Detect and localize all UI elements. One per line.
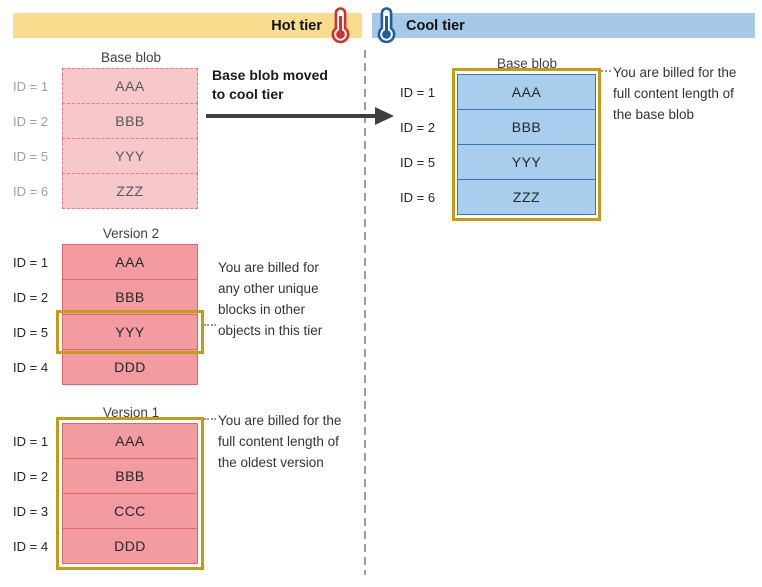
table-title: Base blob [496,56,558,71]
version1-table: Version 1 ID = 1 ID = 2 ID = 3 ID = 4 AA… [13,405,213,570]
tier-divider-line [364,50,366,575]
block-id: ID = 5 [400,155,436,170]
cool-base-blob-table: Base blob ID = 1 ID = 2 ID = 5 ID = 6 AA… [400,56,601,221]
block-cell: AAA [62,68,198,104]
block-cell: YYY [62,138,198,174]
block-cell: BBB [62,279,198,315]
cool-tier-label: Cool tier [406,17,465,34]
cool-base-blob-note: You are billed for the full content leng… [613,65,737,122]
note-connector [204,418,216,420]
block-cell: AAA [62,423,198,459]
note-connector [204,324,216,326]
note-connector [601,70,611,72]
block-id: ID = 6 [13,184,49,199]
block-id: ID = 2 [13,114,49,129]
table-title: Version 2 [102,226,160,241]
block-id-column: ID = 1 ID = 2 ID = 5 ID = 6 [400,74,457,215]
block-id: ID = 2 [13,469,49,484]
thermometer-cool-icon [376,7,397,48]
billed-version-highlight [56,417,204,570]
block-cell: ZZZ [457,179,596,215]
billed-block-highlight [56,310,204,354]
block-cell: BBB [62,103,198,139]
hot-tier-header: Hot tier [13,7,362,44]
block-id: ID = 1 [400,84,436,100]
block-id: ID = 5 [13,325,49,340]
move-arrow [206,114,378,118]
block-id-column: ID = 1 ID = 2 ID = 5 ID = 4 [13,244,62,385]
billed-base-blob-highlight [452,68,601,221]
version2-table: Version 2 ID = 1 ID = 2 ID = 5 ID = 4 AA… [13,226,213,385]
move-arrow-head [375,107,394,125]
version1-note: You are billed for the full content leng… [218,413,342,470]
block-id: ID = 5 [13,149,49,164]
block-id: ID = 3 [13,504,49,519]
block-cell: AAA [62,244,198,280]
block-id-column: ID = 1 ID = 2 ID = 3 ID = 4 [13,423,62,564]
block-id: ID = 4 [13,539,49,554]
move-arrow-label: Base blob moved to cool tier [212,67,328,102]
table-title: Base blob [100,50,162,65]
table-title: Version 1 [102,405,160,420]
block-cell: ZZZ [62,173,198,209]
block-cell: YYY [62,314,198,350]
thermometer-hot-icon [330,7,351,48]
block-id: ID = 1 [13,78,49,94]
block-id: ID = 1 [13,433,49,449]
hot-base-blob-table: Base blob ID = 1 ID = 2 ID = 5 ID = 6 AA… [13,50,213,209]
version2-note: You are billed for any other unique bloc… [218,260,323,338]
block-cell: AAA [457,74,596,110]
block-cell: BBB [62,458,198,494]
block-id: ID = 2 [400,120,436,135]
block-column: AAA BBB YYY DDD [62,244,198,385]
block-id: ID = 1 [13,254,49,270]
block-cell: CCC [62,493,198,529]
block-id: ID = 2 [13,290,49,305]
block-column: AAA BBB YYY ZZZ [62,68,198,209]
block-cell: DDD [62,528,198,564]
block-cell: DDD [62,349,198,385]
block-id-column: ID = 1 ID = 2 ID = 5 ID = 6 [13,68,62,209]
block-id: ID = 4 [13,360,49,375]
block-id: ID = 6 [400,190,436,205]
block-column: AAA BBB YYY ZZZ [457,74,596,215]
hot-tier-label: Hot tier [271,17,322,34]
block-column: AAA BBB CCC DDD [62,423,198,564]
cool-tier-header: Cool tier [372,7,755,44]
block-cell: YYY [457,144,596,180]
